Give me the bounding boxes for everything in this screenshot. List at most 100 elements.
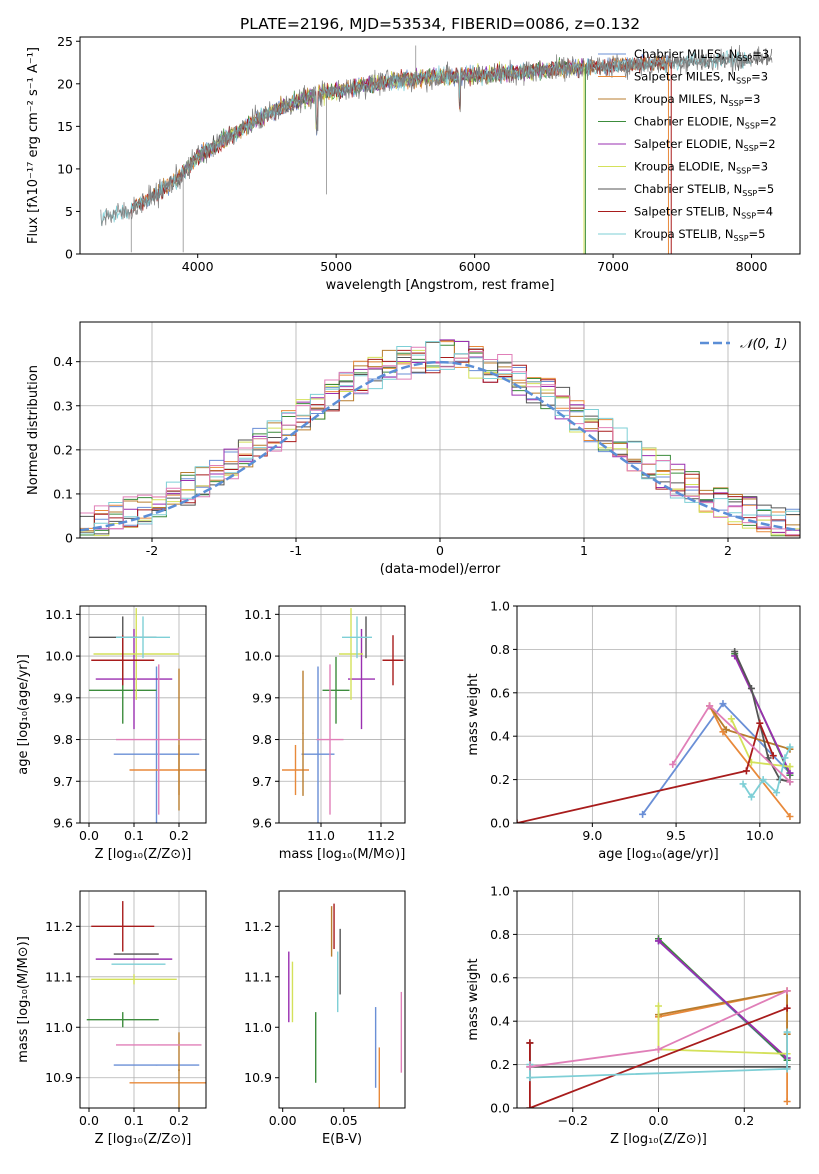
y-tick-label: 0.6 — [490, 970, 510, 985]
y-tick-label: 20 — [57, 76, 73, 91]
weight-series — [739, 743, 794, 801]
residuals-panel: -2 -1 0 1 2 0 0.1 0.2 0.3 0.4 (data-model)/error No… — [26, 321, 801, 577]
errorbar-point — [113, 1064, 200, 1066]
x-tick-label: 0.1 — [124, 828, 144, 843]
y-axis-label: mass [log₁₀(M/M⊙)] — [16, 936, 31, 1063]
weight-marker — [655, 1045, 662, 1053]
weight-series — [526, 987, 791, 1071]
weight-marker — [747, 684, 755, 692]
x-axis-label: wavelength [Angstrom, rest frame] — [326, 278, 555, 293]
x-tick-label: 11.0 — [307, 828, 335, 843]
weight-marker — [786, 812, 794, 820]
mass-vs-ebv-panel: 0.00 0.05 10.9 11.0 11.1 11.2 E(B-V) — [244, 890, 406, 1147]
y-tick-label: 10.9 — [244, 1070, 272, 1085]
residuals-legend: 𝒩(0, 1) — [700, 337, 787, 352]
y-tick-label: 11.1 — [244, 969, 272, 984]
legend-label-main: Kroupa ELODIE, N — [634, 160, 736, 174]
errorbar-point — [111, 963, 166, 965]
weight-marker — [669, 760, 677, 768]
axes-frame — [79, 321, 801, 539]
legend-label-sub: SSP — [736, 77, 751, 86]
legend-label-suffix: =3 — [751, 160, 768, 174]
x-tick-label: 1 — [580, 543, 588, 558]
errorbar-point — [86, 1012, 159, 1028]
y-tick-label: 0.6 — [490, 685, 510, 700]
plots-layer: 4000 5000 6000 7000 80000510152025wavelength… — [16, 34, 801, 1147]
legend-label: 𝒩(0, 1) — [740, 337, 787, 352]
legend-label-main: Chabrier ELODIE, N — [634, 115, 745, 129]
weight-lines — [526, 935, 791, 1108]
x-tick-label: 9.5 — [666, 828, 686, 843]
axes-frame — [79, 890, 207, 1109]
y-tick-label: 9.8 — [252, 732, 272, 747]
weight-line — [733, 651, 791, 783]
weight-marker — [783, 1028, 791, 1036]
y-tick-label: 0.2 — [53, 442, 73, 457]
x-tick-label: 9.0 — [582, 828, 602, 843]
legend-label-sub: SSP — [737, 54, 752, 63]
errorbar-point — [316, 664, 344, 815]
weight-marker — [526, 1063, 534, 1071]
y-tick-label: 10.0 — [45, 649, 73, 664]
errorbar-point — [348, 628, 375, 730]
errorbar-point — [282, 744, 309, 796]
weight-marker — [786, 769, 794, 777]
errorbar-point — [116, 616, 170, 659]
weight-line — [658, 989, 788, 1102]
errorbar-point — [95, 958, 173, 960]
weight-marker — [739, 780, 747, 788]
x-tick-label: 4000 — [182, 259, 214, 274]
weight-marker — [722, 726, 730, 734]
weight-series — [655, 987, 791, 1105]
weight-marker — [783, 1065, 791, 1073]
spectrum-panel: 4000 5000 6000 7000 8000 0 5 10 15 20 25 wavelength… — [26, 34, 801, 293]
legend-label-sub: SSP — [742, 189, 757, 198]
legend-label-main: Kroupa MILES, N — [634, 92, 729, 106]
errorbar-point — [91, 635, 155, 686]
y-tick-label: 11.0 — [45, 1020, 73, 1035]
y-tick-label: 10.1 — [244, 607, 272, 622]
weight-marker — [526, 1104, 534, 1108]
weight-marker — [719, 700, 727, 708]
y-tick-label: 1.0 — [490, 599, 510, 614]
weight-marker — [756, 719, 764, 727]
mass-vs-Z-panel: 0.0 0.1 0.2 10.9 11.0 11.1 11.2 Z [log₁₀(Z/Z⊙)]… — [16, 890, 207, 1147]
legend-label-suffix: =5 — [757, 182, 774, 196]
x-tick-label: 0.0 — [649, 1113, 669, 1128]
legend-label: Salpeter MILES, NSSP=3 — [634, 70, 768, 86]
axes-frame — [516, 890, 801, 1109]
y-tick-label: 0.2 — [490, 772, 510, 787]
normal-curve — [80, 360, 800, 532]
errorbar-point — [339, 608, 363, 700]
x-tick-label: 0.2 — [169, 828, 189, 843]
model-spectrum — [130, 54, 672, 217]
x-axis-label: Z [log₁₀(Z/Z⊙)] — [610, 1132, 707, 1147]
x-tick-label: 0 — [436, 543, 444, 558]
legend-label-main: Chabrier MILES, N — [634, 47, 737, 61]
x-tick-label: 6000 — [459, 259, 491, 274]
y-tick-label: 9.8 — [53, 732, 73, 747]
x-axis-label: age [log₁₀(age/yr)] — [598, 847, 719, 862]
y-tick-label: 0 — [65, 531, 73, 546]
errorbar-point — [116, 664, 202, 815]
weight-line — [733, 655, 791, 774]
weight-marker — [786, 778, 794, 786]
weight-series — [669, 702, 794, 786]
axes-frame — [278, 605, 406, 824]
weight-marker — [639, 810, 647, 818]
y-tick-label: 9.6 — [252, 816, 272, 831]
x-tick-label: -2 — [146, 543, 158, 558]
weight-marker — [786, 743, 794, 751]
spectrum-lines — [100, 44, 773, 254]
errorbar-points — [89, 608, 206, 823]
y-tick-label: 15 — [57, 119, 73, 134]
x-axis-label: mass [log₁₀(M/M⊙)] — [279, 847, 406, 862]
errorbar-point — [93, 608, 179, 700]
y-tick-label: 0.4 — [490, 1014, 510, 1029]
y-tick-label: 1.0 — [490, 884, 510, 899]
weight-vs-age-panel: 9.0 9.5 10.0 0.0 0.2 0.4 0.6 0.8 1.0 age [log₁₀(a… — [466, 599, 801, 862]
legend-label-suffix: =5 — [749, 227, 766, 241]
errorbar-point — [116, 1044, 202, 1046]
legend-label-suffix: =3 — [751, 70, 768, 84]
weight-marker — [786, 763, 794, 771]
